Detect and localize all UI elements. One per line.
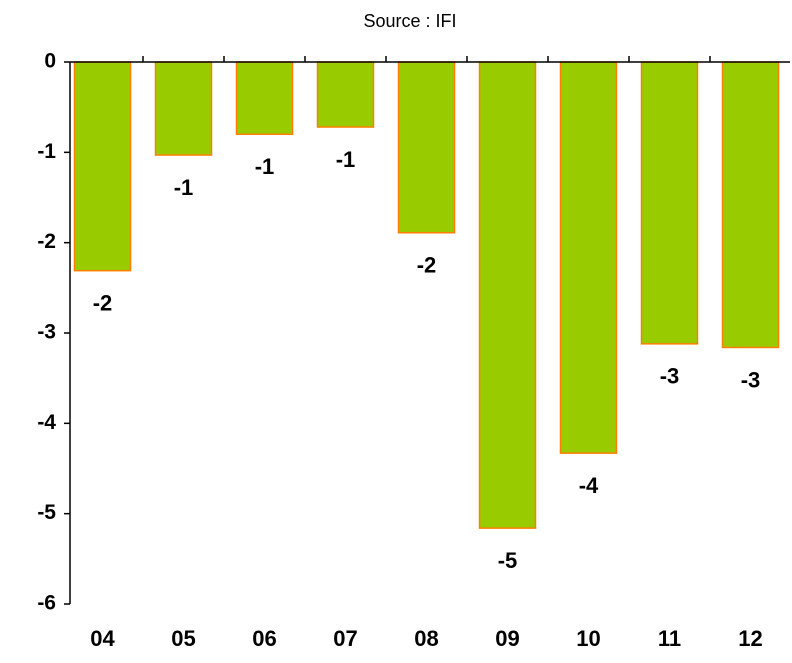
value-label: -1: [255, 154, 275, 179]
value-label: -2: [93, 290, 113, 315]
value-label: -3: [660, 364, 680, 389]
bar: [640, 61, 699, 345]
value-label: -3: [741, 367, 761, 392]
y-tick-label: -3: [37, 321, 56, 344]
x-tick-label: 11: [658, 626, 681, 651]
bar: [397, 61, 456, 234]
value-label: -2: [417, 253, 437, 278]
bar: [316, 61, 375, 128]
bar: [559, 61, 618, 454]
x-tick-label: 09: [495, 626, 519, 651]
x-tick-label: 12: [738, 626, 762, 651]
value-label: -1: [336, 147, 356, 172]
y-tick-label: 0: [44, 50, 56, 73]
bar: [235, 61, 294, 136]
y-tick-label: -2: [37, 230, 56, 253]
x-tick-label: 06: [252, 626, 276, 651]
bar: [73, 61, 132, 272]
y-tick-label: -5: [37, 501, 56, 524]
value-label: -5: [498, 548, 518, 573]
bar: [154, 61, 213, 156]
value-label: -4: [579, 473, 599, 498]
chart-title: Source : IFI: [363, 11, 456, 31]
y-tick-label: -6: [37, 592, 56, 615]
y-tick-label: -1: [37, 140, 56, 163]
x-tick-label: 05: [171, 626, 195, 651]
bar: [721, 61, 780, 349]
x-tick-label: 04: [90, 626, 115, 651]
x-tick-label: 08: [414, 626, 438, 651]
bar: [478, 61, 537, 529]
value-label: -1: [174, 175, 194, 200]
x-tick-label: 10: [576, 626, 600, 651]
x-tick-label: 07: [333, 626, 357, 651]
y-tick-label: -4: [37, 411, 56, 434]
